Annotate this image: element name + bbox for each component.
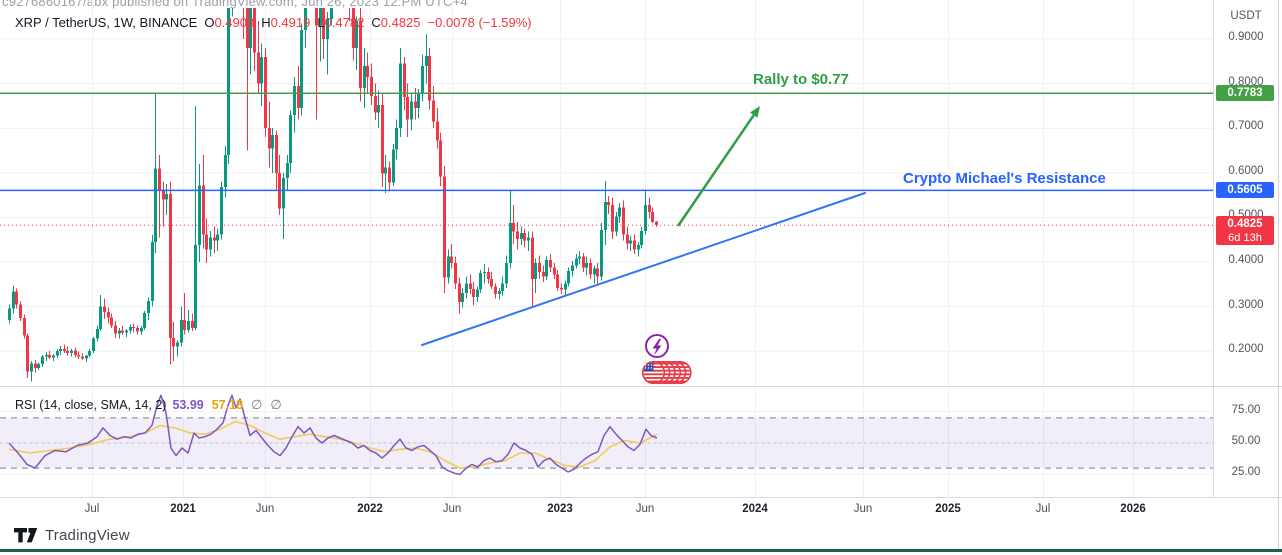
rally-annotation-text[interactable]: Rally to $0.77 [753, 71, 849, 88]
price-tick-label: 0.9000 [1228, 31, 1264, 43]
symbol-header: XRP / TetherUS, 1W, BINANCE O0.4903 H0.491… [15, 15, 532, 30]
price-tick-label: 0.8000 [1228, 75, 1264, 88]
time-tick-label: Jul [1035, 503, 1051, 515]
high-label: H [261, 15, 271, 30]
time-tick-label: 2023 [547, 503, 573, 515]
economic-event-icon[interactable] [645, 334, 669, 358]
footer: TradingView [14, 527, 130, 544]
rsi-empty-set-1: ∅ [251, 397, 263, 412]
low-value: 0.4782 [324, 15, 365, 30]
rsi-value: 53.99 [172, 398, 204, 412]
change-value: −0.0078 (−1.59%) [427, 15, 532, 30]
open-label: O [204, 15, 215, 30]
symbol-title[interactable]: XRP / TetherUS, 1W, BINANCE [15, 15, 198, 30]
time-tick-label: Jun [255, 503, 275, 515]
price-tick-label: 0.4000 [1228, 254, 1264, 266]
price-level-badge-rally: 0.7783 [1216, 85, 1274, 102]
last-price-value: 0.4825 [1227, 218, 1263, 231]
price-tick-label: 0.2000 [1228, 343, 1264, 356]
rsi-tick-label: 75.00 [1231, 403, 1261, 416]
time-tick-label: Jun [442, 503, 462, 515]
price-axis[interactable]: USDT 0.90000.80000.70000.60000.50000.400… [1214, 0, 1278, 520]
rsi-tick-label: 25.00 [1231, 466, 1261, 479]
time-tick-label: 2026 [1120, 503, 1146, 515]
price-tick-label: 0.7000 [1228, 120, 1264, 133]
time-tick-label: 2024 [742, 503, 768, 515]
high-value: 0.4919 [270, 15, 311, 30]
open-value: 0.4903 [214, 15, 255, 30]
time-tick-label: 2022 [357, 503, 383, 515]
close-value: 0.4825 [380, 15, 421, 30]
time-tick-label: 2021 [170, 503, 196, 515]
rsi-empty-set-2: ∅ [270, 397, 282, 412]
price-axis-currency: USDT [1230, 10, 1262, 22]
price-tick-label: 0.3000 [1228, 298, 1264, 311]
tradingview-logo-icon[interactable] [14, 527, 38, 544]
last-price-badge: 0.4825 6d 13h [1216, 216, 1274, 246]
time-tick-label: Jun [853, 503, 873, 515]
time-tick-label: Jun [635, 503, 655, 515]
price-level-badge-resistance: 0.5605 [1216, 182, 1274, 199]
bottom-accent-bar [0, 549, 1282, 552]
watermark-text: c9276860167/abx published on TradingView… [2, 0, 468, 9]
time-tick-label: Jul [84, 503, 100, 515]
candle-countdown: 6d 13h [1228, 232, 1262, 245]
low-label: L [317, 15, 325, 30]
price-tick-label: 0.6000 [1228, 164, 1264, 177]
close-label: C [371, 15, 381, 30]
rsi-title[interactable]: RSI (14, close, SMA, 14, 2) [15, 398, 167, 412]
us-flag-events-icon[interactable] [641, 360, 692, 385]
time-axis[interactable]: Jul 2021 Jun 2022 Jun 2023 Jun 2024 Jun 2025 Jul 20… [0, 498, 1282, 520]
rsi-tick-label: 50.00 [1231, 435, 1261, 447]
time-tick-label: 2025 [935, 503, 961, 515]
rsi-sma-value: 57.18 [211, 398, 244, 412]
tradingview-brand[interactable]: TradingView [45, 527, 130, 544]
rsi-indicator-header: RSI (14, close, SMA, 14, 2) 53.99 57.18 ∅ ∅ [15, 397, 282, 413]
resistance-annotation-text[interactable]: Crypto Michael's Resistance [903, 170, 1106, 187]
